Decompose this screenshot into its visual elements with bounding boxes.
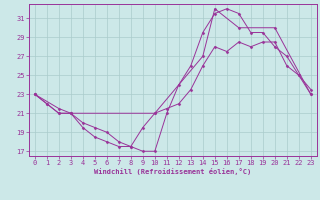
X-axis label: Windchill (Refroidissement éolien,°C): Windchill (Refroidissement éolien,°C) xyxy=(94,168,252,175)
